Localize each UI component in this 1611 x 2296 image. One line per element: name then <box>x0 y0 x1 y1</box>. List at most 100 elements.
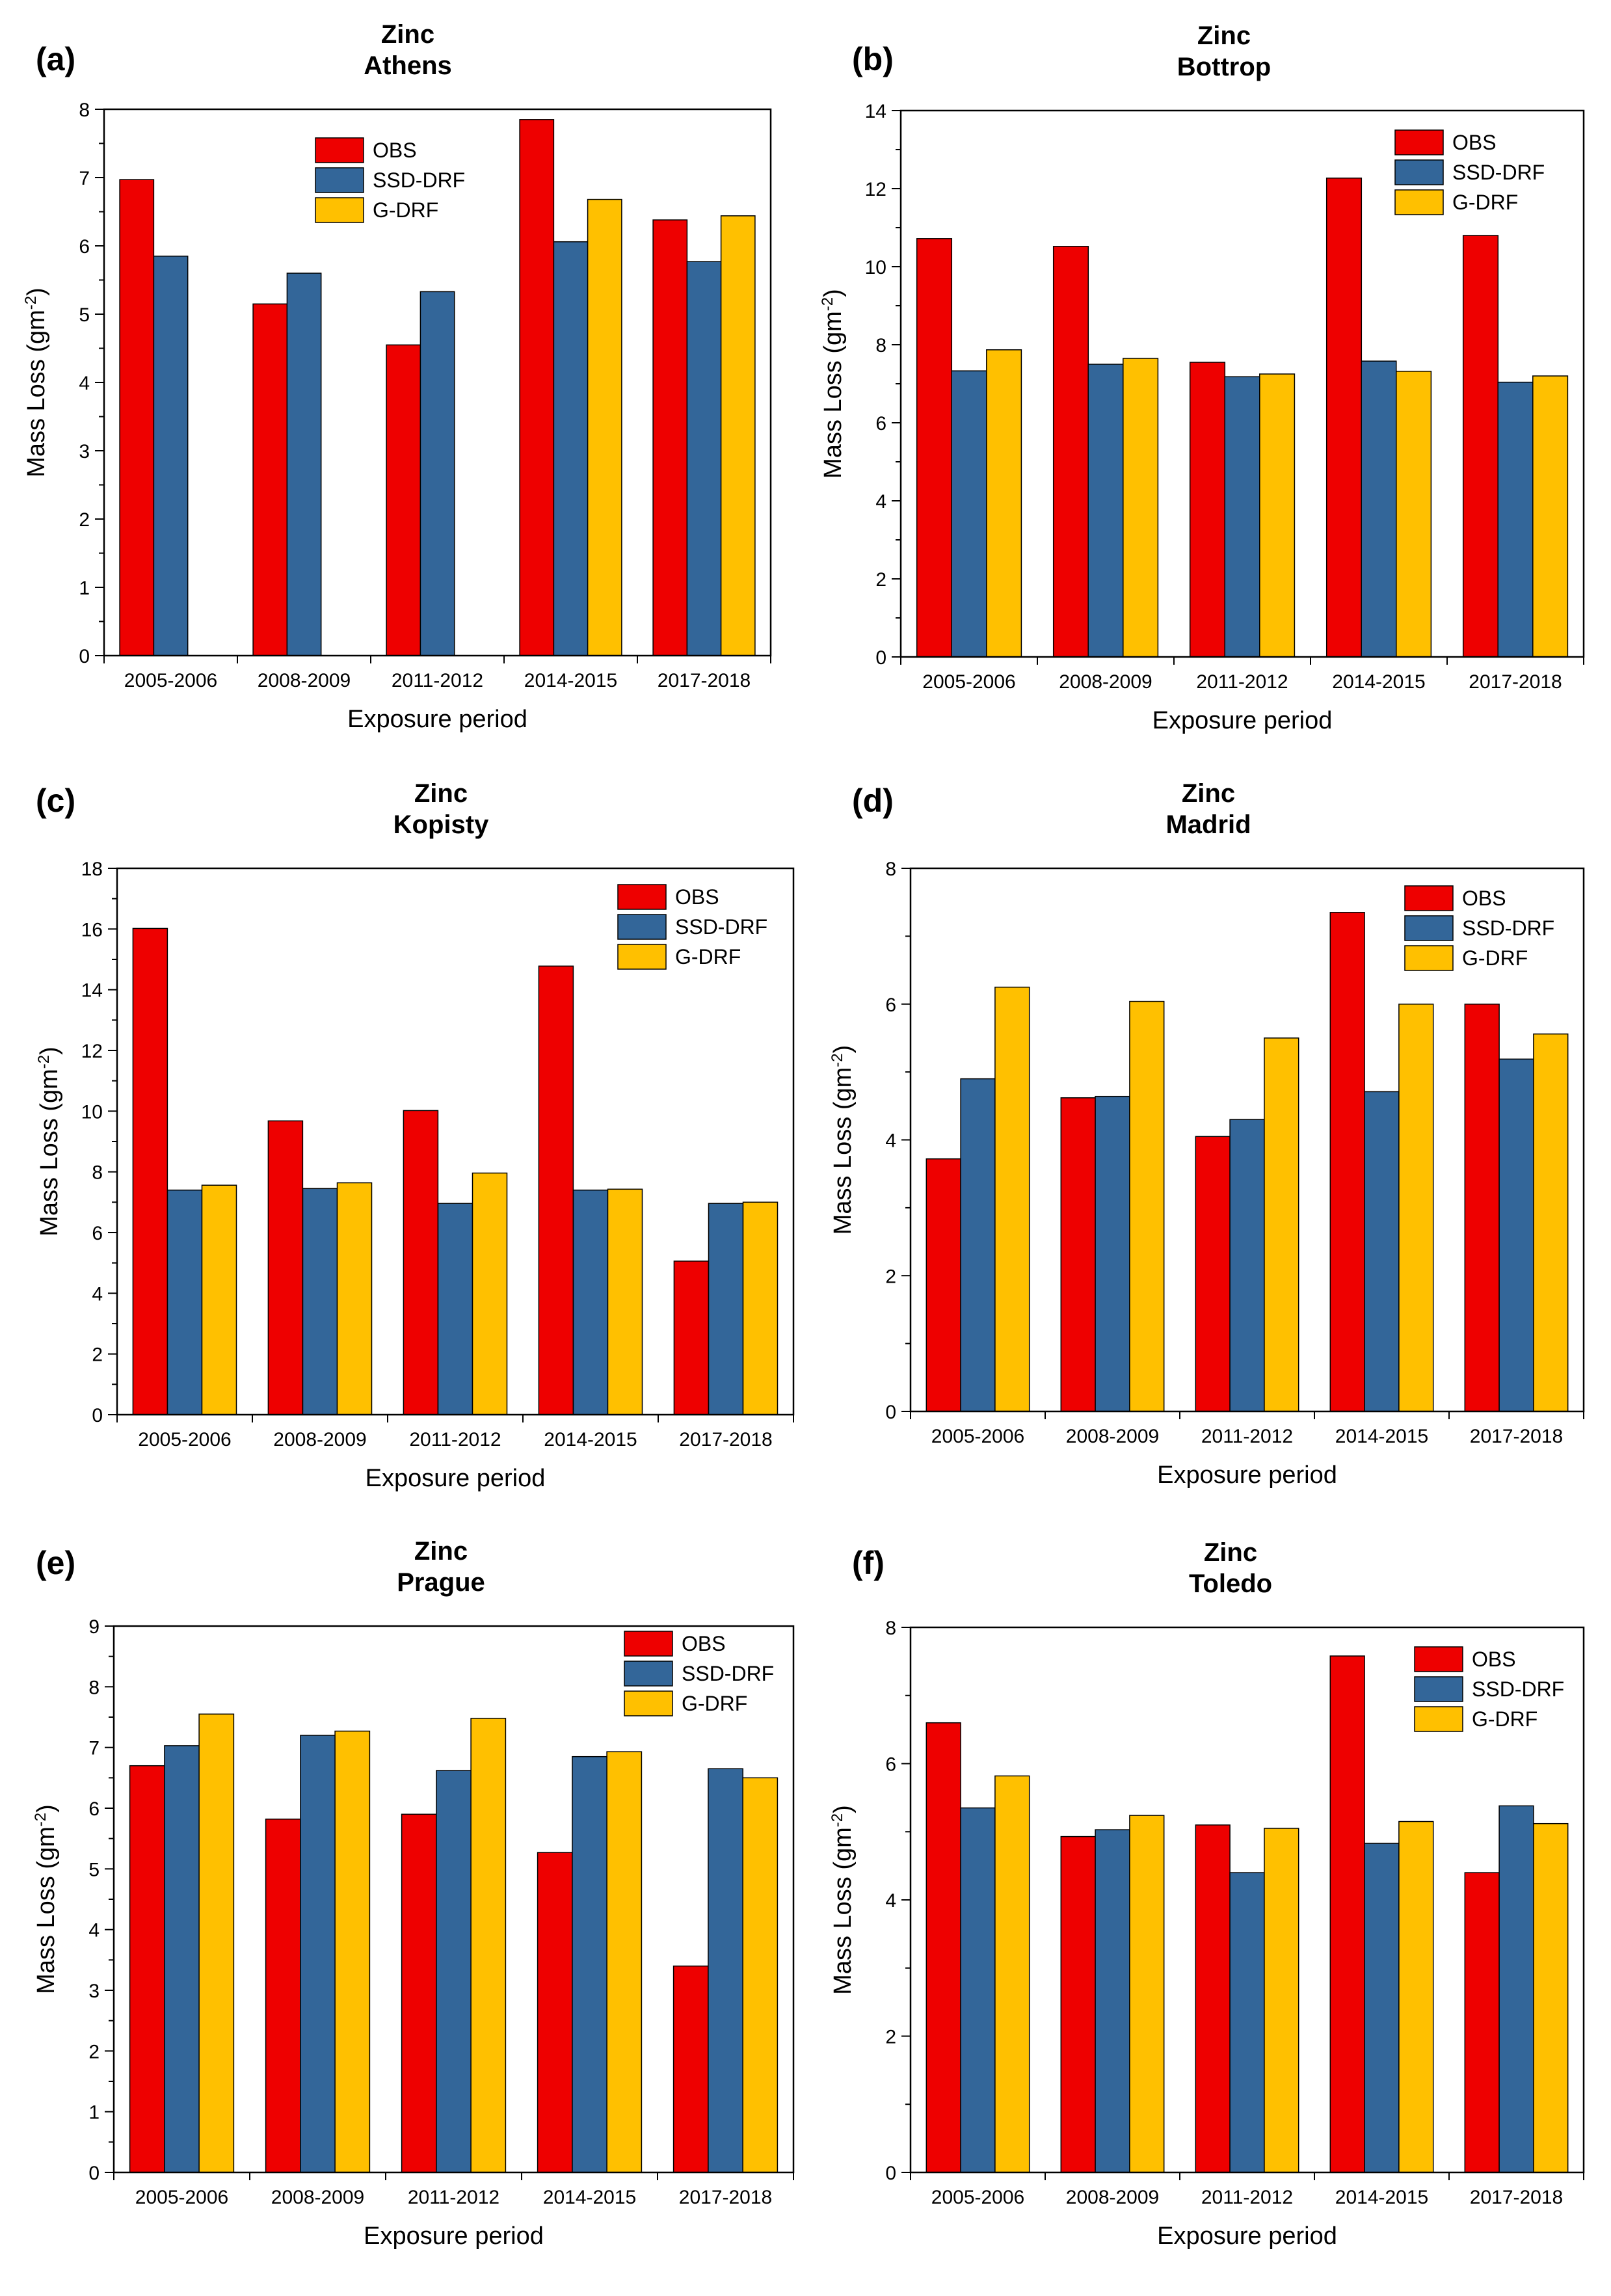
y-axis-title: Mass Loss (gm-2) <box>32 1804 60 1994</box>
y-tick-label: 0 <box>875 647 886 669</box>
y-tick-label: 12 <box>81 1041 103 1062</box>
y-tick-label: 5 <box>79 304 90 326</box>
y-axis-title: Mass Loss (gm-2) <box>35 1047 64 1236</box>
bar-ssd-drf-2008-2009 <box>302 1188 338 1415</box>
bar-ssd-drf-2017-2018 <box>708 1768 743 2173</box>
y-tick-label: 14 <box>865 101 886 122</box>
legend-swatch-ssd-drf <box>624 1661 673 1687</box>
x-axis-title: Exposure period <box>364 2223 544 2250</box>
y-tick-label: 14 <box>81 980 103 1002</box>
legend: OBS SSD-DRF G-DRF <box>1394 129 1545 215</box>
legend: OBS SSD-DRF G-DRF <box>1404 885 1554 971</box>
x-tick-label: 2008-2009 <box>273 1429 366 1450</box>
bar-g-drf-2008-2009 <box>1129 1815 1165 2173</box>
y-tick-label: 0 <box>885 1402 896 1423</box>
y-tick-label: 10 <box>865 257 886 278</box>
y-tick-label: 2 <box>875 569 886 591</box>
legend-label-obs: OBS <box>1472 1648 1516 1671</box>
x-axis-title: Exposure period <box>1152 707 1333 734</box>
legend-label-ssd-drf: SSD-DRF <box>1462 916 1554 940</box>
x-tick-label: 2014-2015 <box>543 2187 636 2208</box>
chart-subtitle: Kopisty <box>393 810 489 839</box>
y-tick-label: 8 <box>79 100 90 121</box>
bar-ssd-drf-2014-2015 <box>572 1755 607 2173</box>
bar-obs-2011-2012 <box>1195 1136 1231 1412</box>
x-tick-label: 2011-2012 <box>392 670 483 691</box>
bar-obs-2014-2015 <box>538 965 574 1415</box>
bar-ssd-drf-2011-2012 <box>419 291 455 656</box>
y-tick-label: 6 <box>885 994 896 1016</box>
x-tick-label: 2017-2018 <box>1470 1426 1563 1447</box>
bar-ssd-drf-2005-2006 <box>960 1807 996 2173</box>
bar-obs-2017-2018 <box>1464 1004 1500 1412</box>
bar-ssd-drf-2017-2018 <box>1498 1805 1534 2173</box>
bar-g-drf-2014-2015 <box>1398 1821 1434 2173</box>
bar-ssd-drf-2017-2018 <box>1498 1058 1534 1412</box>
x-axis-title: Exposure period <box>1157 2223 1337 2250</box>
bar-obs-2005-2006 <box>925 1722 961 2173</box>
bar-ssd-drf-2008-2009 <box>300 1735 336 2173</box>
legend-swatch-g-drf <box>315 197 364 223</box>
bar-g-drf-2011-2012 <box>472 1172 508 1415</box>
legend-label-ssd-drf: SSD-DRF <box>1452 161 1545 184</box>
legend: OBS SSD-DRF G-DRF <box>315 137 465 223</box>
bar-obs-2017-2018 <box>672 1965 709 2173</box>
x-tick-label: 2017-2018 <box>679 1429 772 1450</box>
legend-label-ssd-drf: SSD-DRF <box>675 915 767 939</box>
x-tick-label: 2011-2012 <box>1196 671 1288 693</box>
bar-ssd-drf-2014-2015 <box>1364 1091 1400 1412</box>
y-tick-label: 9 <box>88 1616 100 1638</box>
bar-g-drf-2017-2018 <box>742 1777 779 2173</box>
bar-obs-2008-2009 <box>267 1120 304 1415</box>
y-tick-label: 10 <box>81 1101 103 1123</box>
bar-g-drf-2017-2018 <box>720 215 756 656</box>
bar-obs-2005-2006 <box>119 179 155 656</box>
y-tick-label: 3 <box>79 441 90 462</box>
legend-swatch-ssd-drf <box>315 167 364 193</box>
legend-label-ssd-drf: SSD-DRF <box>1472 1677 1564 1701</box>
bar-ssd-drf-2011-2012 <box>436 1770 472 2173</box>
panel-label: (f) <box>852 1545 885 1581</box>
legend-label-g-drf: G-DRF <box>1472 1707 1538 1731</box>
y-tick-label: 2 <box>79 509 90 531</box>
y-tick-label: 6 <box>92 1223 103 1244</box>
bar-obs-2017-2018 <box>673 1261 710 1415</box>
y-tick-label: 6 <box>885 1754 896 1776</box>
y-tick-label: 8 <box>88 1677 100 1698</box>
chart-subtitle: Madrid <box>1165 810 1251 839</box>
legend-swatch-ssd-drf <box>1414 1676 1463 1702</box>
x-tick-label: 2014-2015 <box>1335 1426 1428 1447</box>
y-tick-label: 2 <box>885 2027 896 2048</box>
y-tick-label: 1 <box>88 2102 100 2124</box>
bar-g-drf-2014-2015 <box>587 198 622 656</box>
bar-obs-2014-2015 <box>1325 178 1363 658</box>
bar-g-drf-2011-2012 <box>1264 1828 1299 2173</box>
bar-ssd-drf-2014-2015 <box>1361 360 1397 658</box>
x-tick-label: 2008-2009 <box>271 2187 364 2208</box>
panel-label: (a) <box>36 41 75 77</box>
bar-obs-2008-2009 <box>252 303 288 656</box>
bar-ssd-drf-2005-2006 <box>166 1189 203 1415</box>
bar-obs-2011-2012 <box>386 344 421 656</box>
bar-obs-2014-2015 <box>519 119 555 656</box>
bar-g-drf-2005-2006 <box>994 1775 1030 2173</box>
bar-g-drf-2014-2015 <box>607 1188 643 1415</box>
legend-swatch-obs <box>624 1631 673 1657</box>
y-tick-label: 8 <box>885 859 896 880</box>
bar-ssd-drf-2008-2009 <box>1087 364 1124 658</box>
x-tick-label: 2017-2018 <box>1470 2187 1563 2208</box>
x-axis-title: Exposure period <box>366 1465 546 1492</box>
x-tick-label: 2014-2015 <box>544 1429 637 1450</box>
bar-obs-2008-2009 <box>1052 246 1089 658</box>
bar-obs-2014-2015 <box>537 1852 573 2173</box>
x-tick-label: 2011-2012 <box>1201 2187 1293 2208</box>
panel-label: (e) <box>36 1545 75 1581</box>
legend-label-obs: OBS <box>1452 131 1497 154</box>
bar-ssd-drf-2005-2006 <box>164 1745 200 2173</box>
y-tick-label: 18 <box>81 859 103 880</box>
x-tick-label: 2017-2018 <box>1469 671 1562 693</box>
bar-g-drf-2005-2006 <box>198 1713 235 2173</box>
x-tick-label: 2014-2015 <box>1335 2187 1428 2208</box>
x-tick-label: 2011-2012 <box>409 1429 501 1450</box>
